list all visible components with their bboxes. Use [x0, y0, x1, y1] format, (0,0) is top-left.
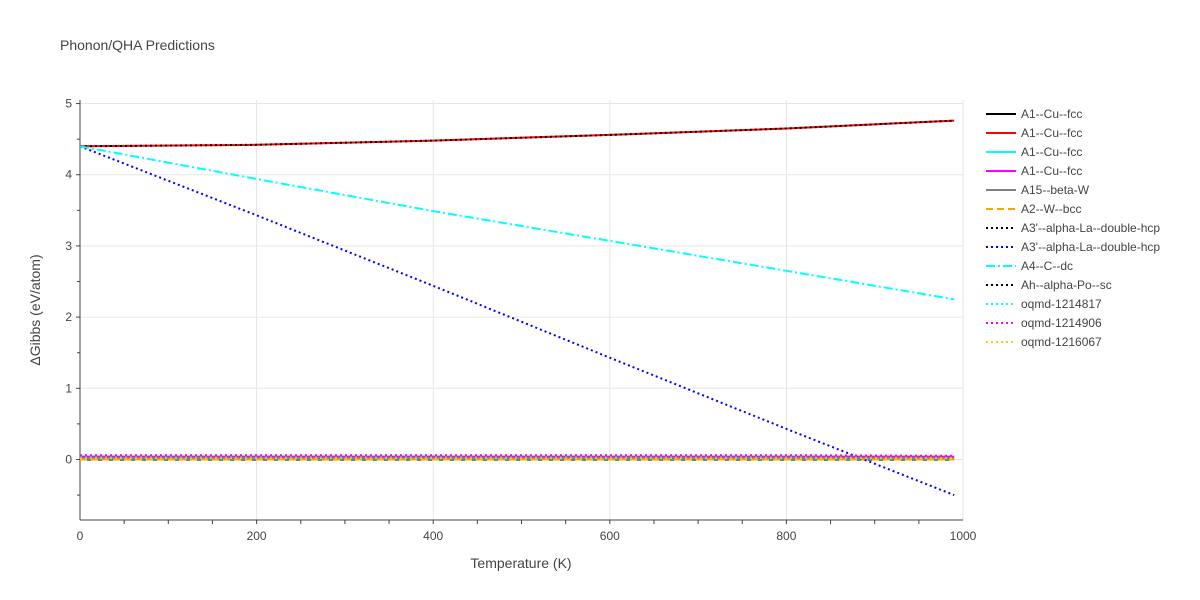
legend-label: A15--beta-W	[1021, 183, 1090, 197]
x-axis-title: Temperature (K)	[470, 555, 571, 571]
y-tick-label: 3	[65, 239, 72, 253]
series-line	[79, 119, 955, 148]
legend-item[interactable]: oqmd-1214817	[986, 297, 1102, 311]
chart-title: Phonon/QHA Predictions	[60, 37, 215, 53]
legend-label: A4--C--dc	[1021, 259, 1073, 273]
y-tick-label: 1	[65, 381, 72, 395]
legend-item[interactable]: A1--Cu--fcc	[986, 164, 1082, 178]
legend-item[interactable]: A3'--alpha-La--double-hcp	[986, 221, 1160, 235]
legend-item[interactable]: A15--beta-W	[986, 183, 1090, 197]
legend-label: A1--Cu--fcc	[1021, 164, 1082, 178]
y-tick-label: 5	[65, 97, 72, 111]
legend-item[interactable]: oqmd-1216067	[986, 335, 1102, 349]
legend-label: A3'--alpha-La--double-hcp	[1021, 221, 1160, 235]
x-tick-label: 600	[600, 529, 620, 543]
x-tick-label: 800	[776, 529, 796, 543]
legend-item[interactable]: Ah--alpha-Po--sc	[986, 278, 1112, 292]
legend-label: oqmd-1214906	[1021, 316, 1102, 330]
axes: 0 200 400 600 800 1000 0 1 2 3 4 5	[65, 97, 976, 543]
legend-label: oqmd-1214817	[1021, 297, 1102, 311]
series-line	[79, 145, 955, 301]
series-line	[79, 119, 955, 148]
legend-item[interactable]: A3'--alpha-La--double-hcp	[986, 240, 1160, 254]
x-tick-label: 0	[77, 529, 84, 543]
x-tick-label: 1000	[950, 529, 977, 543]
legend-item[interactable]: oqmd-1214906	[986, 316, 1102, 330]
legend-item[interactable]: A1--Cu--fcc	[986, 107, 1082, 121]
y-axis-title: ΔGibbs (eV/atom)	[27, 254, 43, 365]
legend-item[interactable]: A1--Cu--fcc	[986, 126, 1082, 140]
series-layer	[79, 119, 955, 497]
series-line	[79, 145, 955, 497]
y-tick-label: 2	[65, 310, 72, 324]
legend-label: Ah--alpha-Po--sc	[1021, 278, 1112, 292]
legend-item[interactable]: A2--W--bcc	[986, 202, 1081, 216]
y-tick-label: 4	[65, 168, 72, 182]
series-line	[80, 454, 955, 457]
legend: A1--Cu--fcc A1--Cu--fcc A1--Cu--fcc A1--Cu-…	[986, 107, 1160, 349]
y-tick-label: 0	[65, 452, 72, 466]
legend-label: A1--Cu--fcc	[1021, 126, 1082, 140]
x-tick-label: 400	[423, 529, 443, 543]
legend-item[interactable]: A4--C--dc	[986, 259, 1073, 273]
legend-label: A1--Cu--fcc	[1021, 145, 1082, 159]
legend-label: oqmd-1216067	[1021, 335, 1102, 349]
x-tick-label: 200	[247, 529, 267, 543]
legend-label: A2--W--bcc	[1021, 202, 1081, 216]
legend-item[interactable]: A1--Cu--fcc	[986, 145, 1082, 159]
legend-label: A1--Cu--fcc	[1021, 107, 1082, 121]
legend-label: A3'--alpha-La--double-hcp	[1021, 240, 1160, 254]
